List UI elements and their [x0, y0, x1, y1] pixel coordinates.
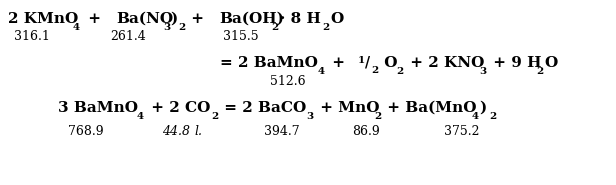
- Text: 261.4: 261.4: [110, 30, 146, 43]
- Text: O: O: [379, 56, 397, 70]
- Text: 316.1: 316.1: [14, 30, 50, 43]
- Text: + MnO: + MnO: [315, 101, 379, 115]
- Text: 2: 2: [371, 66, 378, 75]
- Text: Ba(OH): Ba(OH): [219, 12, 284, 26]
- Text: +: +: [186, 12, 209, 26]
- Text: ): ): [170, 12, 177, 26]
- Text: 768.9: 768.9: [68, 125, 103, 138]
- Text: 4: 4: [137, 112, 144, 121]
- Text: 2: 2: [322, 23, 329, 32]
- Text: 2: 2: [374, 112, 381, 121]
- Text: 1: 1: [358, 56, 365, 65]
- Text: · 8 H: · 8 H: [280, 12, 321, 26]
- Text: 2: 2: [178, 23, 185, 32]
- Text: 2: 2: [489, 112, 496, 121]
- Text: + Ba(MnO: + Ba(MnO: [382, 101, 477, 115]
- Text: = 2 BaCO: = 2 BaCO: [219, 101, 306, 115]
- Text: + 9 H: + 9 H: [488, 56, 541, 70]
- Text: 3: 3: [163, 23, 170, 32]
- Text: 86.9: 86.9: [352, 125, 379, 138]
- Text: +: +: [83, 12, 106, 26]
- Text: 3: 3: [479, 67, 486, 76]
- Text: 2 KMnO: 2 KMnO: [8, 12, 78, 26]
- Text: 3 BaMnO: 3 BaMnO: [58, 101, 138, 115]
- Text: 375.2: 375.2: [444, 125, 479, 138]
- Text: ): ): [479, 101, 486, 115]
- Text: O: O: [544, 56, 557, 70]
- Text: /: /: [365, 56, 370, 70]
- Text: 44.8: 44.8: [162, 125, 190, 138]
- Text: 3: 3: [306, 112, 313, 121]
- Text: = 2 BaMnO: = 2 BaMnO: [220, 56, 318, 70]
- Text: + 2 KNO: + 2 KNO: [405, 56, 484, 70]
- Text: 394.7: 394.7: [264, 125, 299, 138]
- Text: +: +: [327, 56, 351, 70]
- Text: 2: 2: [536, 67, 543, 76]
- Text: 2: 2: [211, 112, 218, 121]
- Text: Ba(NO: Ba(NO: [116, 12, 173, 26]
- Text: O: O: [330, 12, 343, 26]
- Text: 4: 4: [472, 112, 479, 121]
- Text: 315.5: 315.5: [223, 30, 259, 43]
- Text: 4: 4: [73, 23, 80, 32]
- Text: l.: l.: [194, 125, 202, 138]
- Text: + 2 CO: + 2 CO: [146, 101, 211, 115]
- Text: 512.6: 512.6: [270, 75, 306, 88]
- Text: 4: 4: [318, 67, 325, 76]
- Text: 2: 2: [396, 67, 403, 76]
- Text: 2: 2: [271, 23, 278, 32]
